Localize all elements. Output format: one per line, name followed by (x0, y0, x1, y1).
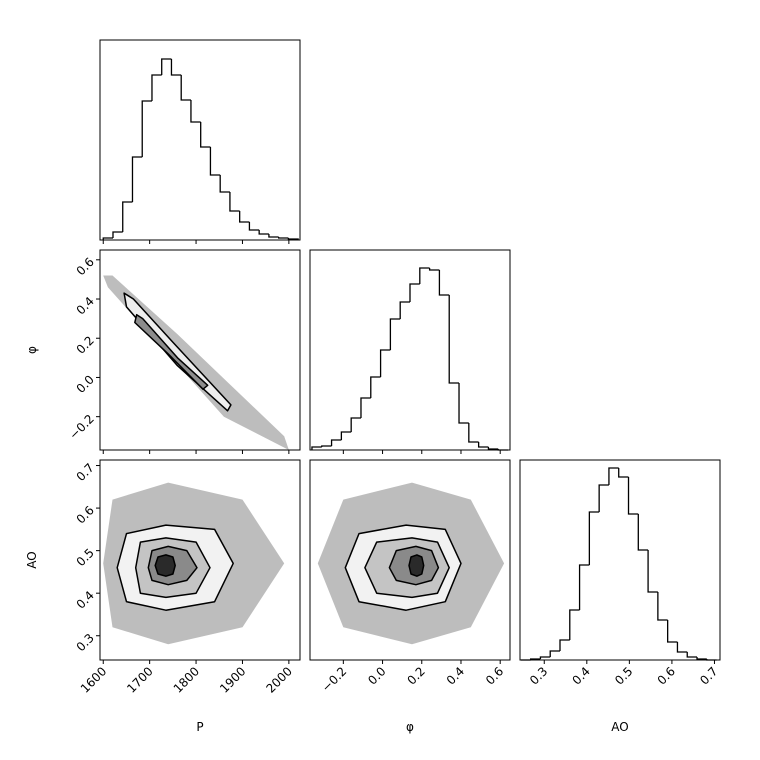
histogram-bin (321, 445, 332, 447)
histogram-bin (458, 383, 469, 424)
histogram-bin (350, 417, 361, 432)
y-tick-label: 0.7 (74, 461, 97, 484)
y-tick-label: 0.2 (74, 333, 97, 356)
histogram-bin (151, 74, 162, 101)
x-tick-label: 0.6 (483, 664, 506, 687)
y-axis-label: AO (25, 551, 39, 568)
histogram-bin (667, 620, 678, 643)
x-tick-label: 1900 (217, 664, 248, 695)
histogram-bin (330, 439, 342, 446)
histogram-bin (399, 301, 410, 319)
histogram-bin (549, 650, 560, 657)
x-tick-label: 0.5 (612, 664, 635, 687)
histogram-bin (419, 267, 430, 284)
histogram-bin (696, 657, 707, 660)
histogram-bin (539, 656, 551, 659)
histogram-bin (311, 446, 322, 450)
x-tick-label: 1600 (78, 664, 109, 695)
histogram-bin (379, 349, 391, 377)
histogram-bin (170, 59, 182, 76)
x-tick-label: 0.4 (570, 664, 593, 687)
x-tick-label: 0.7 (697, 664, 720, 687)
axes-frame (99, 249, 301, 451)
histogram-bin (239, 211, 250, 223)
x-tick-label: −0.2 (319, 664, 350, 695)
y-tick-label: −0.2 (66, 412, 97, 443)
histogram-bin (340, 431, 352, 440)
histogram-bin (258, 230, 269, 235)
histogram-bin (161, 58, 172, 75)
histogram-bin (268, 234, 279, 238)
axes-frame (309, 249, 511, 451)
y-tick-label: 0.4 (74, 588, 97, 611)
histogram-bin (112, 231, 123, 238)
density-contour (408, 554, 425, 577)
histogram-bin (598, 484, 609, 512)
histogram-bin (468, 423, 479, 443)
histogram-bin (409, 283, 420, 302)
histogram-bin (448, 295, 460, 384)
x-tick-label: 2000 (263, 664, 294, 695)
histogram-bin (278, 237, 289, 239)
y-tick-label: 0.6 (74, 255, 97, 278)
x-tick-label: 1700 (124, 664, 155, 695)
histogram-bin (200, 122, 211, 148)
axes-frame (99, 39, 301, 241)
density-contour (134, 313, 209, 390)
y-tick-label: 0.0 (74, 373, 97, 396)
histogram-bin (141, 100, 152, 157)
histogram-bin (131, 156, 143, 202)
y-axis-label: φ (25, 346, 39, 354)
histogram-bin (122, 201, 133, 232)
histogram-bin (370, 376, 381, 398)
x-tick-label: 0.6 (655, 664, 678, 687)
histogram-bin (627, 477, 639, 515)
histogram-bin (209, 147, 221, 176)
histogram-bin (578, 564, 590, 610)
axes-frame (309, 459, 511, 661)
y-tick-label: 0.6 (74, 503, 97, 526)
histogram-bin (657, 592, 668, 621)
axes-frame (99, 459, 301, 661)
x-tick-label: 0.0 (365, 664, 388, 687)
x-axis-label: P (196, 720, 203, 734)
histogram-bin (428, 268, 440, 271)
histogram-bin (559, 639, 570, 651)
histogram-bin (637, 514, 649, 551)
histogram-bin (477, 442, 489, 448)
histogram-bin (229, 192, 240, 212)
density-contour (154, 554, 176, 577)
histogram-bin (219, 175, 230, 193)
histogram-bin (647, 550, 658, 593)
x-tick-label: 0.4 (444, 664, 467, 687)
axes-frame (519, 459, 721, 661)
x-axis-label: AO (611, 720, 628, 734)
histogram-bin (180, 75, 191, 101)
histogram-bin (608, 467, 619, 485)
y-tick-label: 0.3 (74, 631, 97, 654)
histogram-bin (686, 652, 698, 658)
histogram-bin (676, 642, 688, 653)
density-contour (123, 292, 232, 412)
histogram-bin (487, 447, 499, 450)
histogram-bin (618, 468, 629, 478)
x-axis-label: φ (406, 720, 414, 734)
histogram-bin (569, 609, 580, 640)
histogram-bin (102, 237, 113, 240)
histogram-bin (438, 270, 450, 296)
x-tick-label: 1800 (171, 664, 202, 695)
y-tick-label: 0.5 (74, 546, 97, 569)
x-tick-label: 0.3 (527, 664, 550, 687)
histogram-bin (248, 222, 260, 231)
histogram-bin (588, 511, 600, 565)
x-tick-label: 0.2 (404, 664, 427, 687)
histogram-bin (360, 397, 371, 418)
histogram-bin (190, 100, 201, 123)
y-tick-label: 0.4 (74, 294, 97, 317)
histogram-bin (389, 318, 401, 350)
